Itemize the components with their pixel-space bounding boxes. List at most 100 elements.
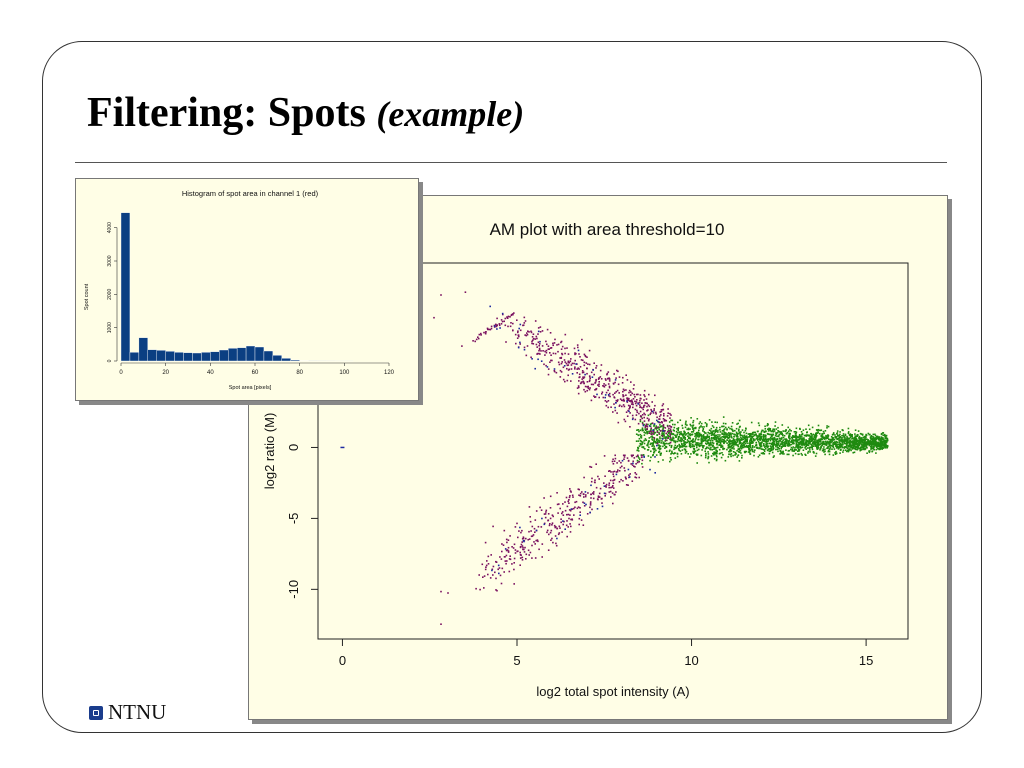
am-point: [669, 412, 671, 415]
am-point: [662, 441, 665, 444]
am-point: [594, 479, 596, 481]
am-point: [651, 401, 653, 403]
am-point: [827, 440, 829, 443]
am-point: [682, 440, 684, 442]
am-point: [595, 365, 598, 367]
am-point: [635, 440, 638, 442]
am-point: [655, 411, 657, 414]
am-point: [741, 446, 744, 449]
am-point: [519, 341, 521, 344]
am-point: [525, 334, 528, 337]
am-point: [577, 392, 580, 395]
am-point: [595, 380, 597, 382]
am-point: [706, 434, 709, 436]
am-point: [623, 456, 626, 458]
am-point: [749, 449, 751, 451]
am-point: [586, 367, 588, 370]
am-point: [813, 441, 815, 443]
am-point: [837, 448, 840, 450]
am-point: [769, 445, 772, 447]
am-point: [625, 394, 627, 396]
histogram-ylabel: Spot count: [84, 283, 90, 310]
am-point: [815, 441, 818, 444]
am-point: [710, 430, 712, 432]
am-point: [763, 450, 766, 453]
am-point: [880, 436, 883, 438]
am-point: [592, 383, 595, 386]
am-point: [737, 445, 740, 448]
am-point: [785, 429, 787, 432]
am-point: [679, 432, 682, 435]
am-point: [622, 390, 624, 393]
am-point: [571, 373, 574, 375]
am-point: [848, 446, 850, 448]
am-point: [621, 465, 623, 468]
am-point: [508, 558, 511, 560]
am-point: [787, 442, 789, 444]
am-point: [600, 498, 603, 500]
am-point: [651, 445, 653, 447]
am-point: [657, 426, 659, 428]
am-point: [781, 440, 784, 443]
am-point: [743, 443, 745, 446]
am-point: [538, 349, 540, 352]
am-point: [681, 434, 684, 436]
am-point: [578, 373, 581, 376]
am-point: [649, 425, 652, 427]
am-point: [544, 350, 546, 353]
am-point: [691, 439, 694, 441]
am-point: [677, 427, 680, 429]
am-point: [739, 446, 742, 448]
am-point: [655, 449, 657, 452]
title-divider: [75, 162, 947, 163]
am-point: [628, 391, 630, 394]
am-point: [731, 422, 734, 424]
am-point: [691, 445, 694, 448]
am-point: [578, 386, 580, 389]
am-point: [641, 443, 643, 446]
am-point: [621, 382, 624, 384]
am-point: [642, 408, 644, 411]
am-point: [557, 350, 559, 353]
am-point: [862, 441, 864, 444]
am-point: [654, 456, 656, 458]
am-point: [562, 520, 564, 522]
am-point: [791, 439, 793, 442]
am-point: [716, 435, 719, 438]
am-point: [622, 404, 625, 406]
am-point: [671, 433, 673, 436]
am-point: [745, 446, 748, 448]
am-point: [544, 516, 547, 519]
am-point: [870, 448, 872, 450]
am-point: [826, 447, 828, 450]
am-point: [524, 320, 527, 322]
am-point: [543, 523, 546, 526]
am-point: [628, 397, 630, 400]
am-point: [643, 434, 646, 436]
am-point: [813, 435, 816, 437]
am-point: [662, 430, 665, 432]
am-point: [704, 448, 707, 450]
am-point: [809, 437, 811, 439]
am-point: [659, 421, 661, 424]
am-point: [723, 434, 725, 436]
am-point: [513, 568, 515, 571]
am-point: [551, 522, 554, 524]
am-point: [684, 443, 686, 446]
am-point: [852, 437, 854, 439]
am-point: [586, 386, 589, 388]
am-point: [489, 305, 491, 308]
am-point: [707, 457, 709, 460]
am-point: [735, 441, 738, 444]
am-point: [660, 442, 662, 444]
am-point: [550, 539, 552, 541]
am-point: [608, 484, 610, 486]
am-point: [538, 548, 540, 551]
am-point: [697, 434, 700, 436]
am-point: [644, 426, 647, 428]
am-point: [623, 418, 626, 421]
am-point: [674, 423, 676, 426]
am-point: [745, 428, 747, 430]
am-point: [585, 494, 587, 496]
am-point: [648, 393, 650, 396]
